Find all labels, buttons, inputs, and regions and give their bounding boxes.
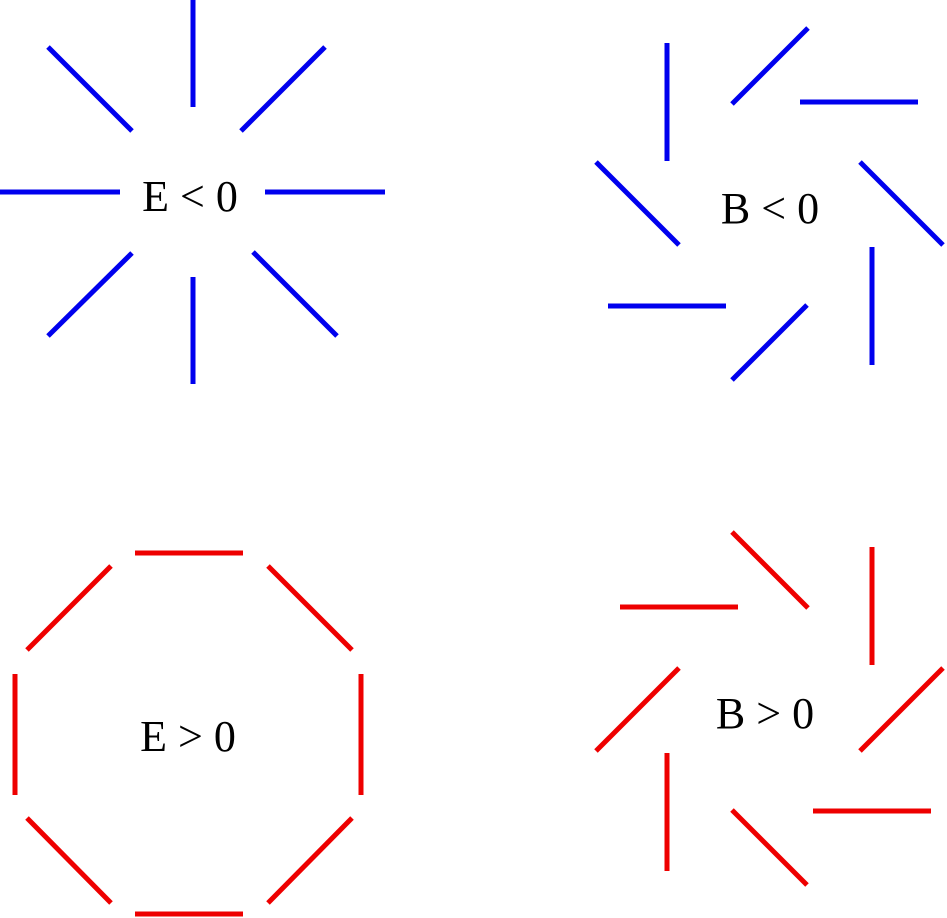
panel-label-b-positive: B > 0 <box>716 689 814 738</box>
panel-e-negative: E < 0 <box>0 0 385 384</box>
stick-e-pos-top-right <box>266 564 354 652</box>
stick-b-neg-6 <box>730 303 809 382</box>
stick-b-neg-2 <box>730 26 810 106</box>
stick-e-pos-bottom-left <box>25 816 113 905</box>
panel-label-e-positive: E > 0 <box>140 712 236 761</box>
panel-label-e-negative: E < 0 <box>142 172 238 221</box>
panel-b-negative: B < 0 <box>594 26 945 382</box>
stick-b-pos-3 <box>858 666 945 753</box>
stick-e-pos-bottom-right <box>266 816 354 905</box>
stick-b-pos-5 <box>730 808 809 887</box>
stick-e-neg-top-left <box>46 45 134 133</box>
stick-e-neg-bottom-right <box>251 250 339 338</box>
stick-e-pos-top-left <box>25 564 113 652</box>
panel-label-b-negative: B < 0 <box>721 184 819 233</box>
stick-b-neg-8 <box>594 160 681 247</box>
panel-e-positive: E > 0 <box>12 550 364 917</box>
stick-b-pos-1 <box>730 530 810 610</box>
stick-b-pos-7 <box>594 666 681 753</box>
stick-e-neg-bottom-left <box>46 251 134 338</box>
panel-b-positive: B > 0 <box>594 530 945 887</box>
stick-e-neg-top-right <box>239 45 327 133</box>
stick-b-neg-4 <box>858 160 945 247</box>
